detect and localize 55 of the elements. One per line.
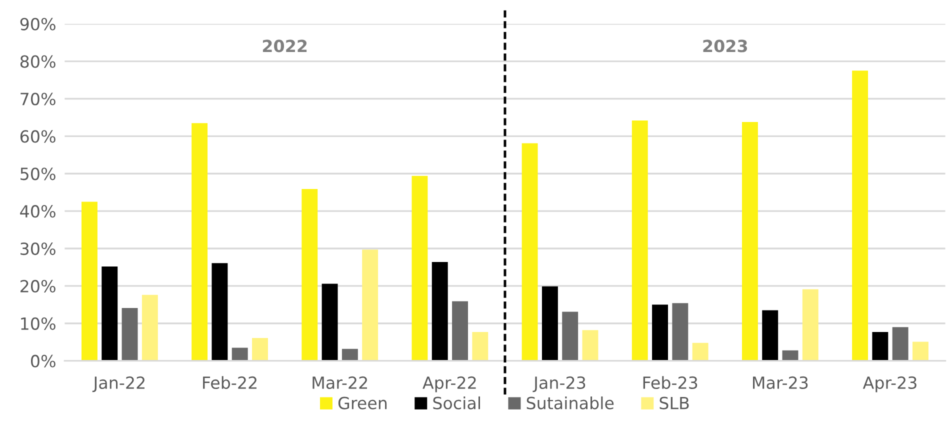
annotation: 2023 [703, 40, 748, 52]
bar [542, 286, 558, 361]
x-tick-label: Apr-22 [422, 376, 476, 392]
bar [452, 301, 468, 361]
y-tick-label: 0% [30, 354, 56, 368]
y-tick-label: 70% [20, 92, 56, 106]
legend-label: Sutainable [526, 396, 614, 410]
annotation: 2022 [262, 40, 307, 52]
bar [672, 303, 688, 361]
bar [142, 294, 158, 361]
legend-label: Social [433, 396, 480, 410]
bar [742, 122, 758, 361]
bar [192, 123, 208, 361]
bar [522, 143, 538, 361]
bar [802, 289, 818, 361]
bar [252, 338, 268, 361]
legend-label: Green [338, 396, 387, 410]
x-tick-label: Jan-23 [532, 376, 586, 392]
x-tick-label: Mar-22 [312, 376, 367, 389]
x-tick-label: Mar-23 [753, 376, 808, 389]
bar [912, 342, 928, 361]
bar [212, 263, 228, 361]
bar [892, 327, 908, 361]
bar [342, 348, 358, 361]
bar [302, 188, 318, 361]
y-tick-label: 20% [20, 280, 56, 293]
x-tick-label: Feb-22 [203, 376, 256, 389]
bar [232, 348, 248, 361]
y-tick-label: 40% [20, 205, 56, 218]
bar [412, 176, 428, 361]
legend-label: SLB [660, 396, 689, 410]
bar [362, 250, 378, 361]
bar [652, 304, 668, 361]
bar [432, 262, 448, 361]
x-tick-label: Apr-23 [862, 376, 916, 392]
x-tick-label: Jan-22 [92, 376, 144, 392]
bar [872, 332, 888, 361]
bar [122, 308, 138, 361]
y-tick-label: 50% [20, 168, 56, 180]
bar [632, 120, 648, 361]
bar [582, 330, 598, 361]
y-tick-label: 60% [20, 130, 56, 143]
x-tick-label: Feb-23 [643, 376, 698, 389]
bar [82, 202, 98, 361]
bar [692, 342, 708, 361]
bar [102, 266, 118, 361]
bar [562, 312, 578, 361]
y-tick-label: 90% [20, 18, 56, 30]
y-tick-label: 10% [21, 317, 56, 330]
bar [852, 70, 868, 361]
bar [322, 284, 338, 361]
bar [762, 310, 778, 361]
bar [472, 332, 488, 361]
y-tick-label: 80% [20, 55, 56, 68]
y-tick-label: 30% [20, 242, 56, 256]
